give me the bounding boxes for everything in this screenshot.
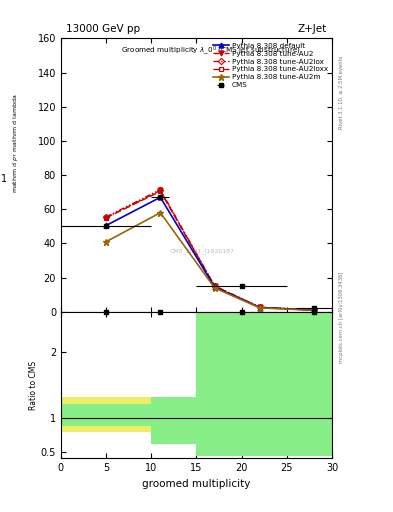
- Line: Pythia 8.308 tune-AU2loxx: Pythia 8.308 tune-AU2loxx: [104, 189, 316, 312]
- Y-axis label: $\mathrm{mathrm\ d}^2N$: $\mathrm{mathrm\ d}^2N$: [26, 170, 32, 180]
- Text: CMS_2021_I1920187: CMS_2021_I1920187: [169, 249, 234, 254]
- Line: Pythia 8.308 tune-AU2lox: Pythia 8.308 tune-AU2lox: [104, 187, 316, 312]
- Pythia 8.308 tune-AU2loxx: [104, 215, 108, 221]
- Pythia 8.308 default: [312, 307, 316, 313]
- Pythia 8.308 tune-AU2lox: [212, 283, 217, 289]
- Line: Pythia 8.308 tune-AU2: Pythia 8.308 tune-AU2: [104, 188, 316, 312]
- Pythia 8.308 default: [212, 284, 217, 290]
- Pythia 8.308 tune-AU2loxx: [158, 188, 163, 195]
- Text: 1: 1: [1, 174, 7, 184]
- Pythia 8.308 tune-AU2m: [312, 307, 316, 313]
- Text: Z+Jet: Z+Jet: [298, 24, 327, 34]
- Pythia 8.308 tune-AU2loxx: [212, 283, 217, 289]
- Pythia 8.308 default: [104, 222, 108, 228]
- Text: Groomed multiplicity $\lambda\_0^0$ (CMS jet substructure): Groomed multiplicity $\lambda\_0^0$ (CMS…: [121, 44, 300, 57]
- Pythia 8.308 tune-AU2: [257, 304, 262, 310]
- Legend: Pythia 8.308 default, Pythia 8.308 tune-AU2, Pythia 8.308 tune-AU2lox, Pythia 8.: Pythia 8.308 default, Pythia 8.308 tune-…: [212, 42, 329, 89]
- Text: mathrm d $p_{\mathrm{T}}$ mathrm d lambda: mathrm d $p_{\mathrm{T}}$ mathrm d lambd…: [11, 94, 20, 193]
- Y-axis label: Ratio to CMS: Ratio to CMS: [29, 360, 38, 410]
- Text: Rivet 3.1.10, ≥ 2.5M events: Rivet 3.1.10, ≥ 2.5M events: [339, 55, 344, 129]
- Pythia 8.308 tune-AU2m: [257, 305, 262, 311]
- Pythia 8.308 tune-AU2: [104, 215, 108, 221]
- Pythia 8.308 tune-AU2lox: [257, 304, 262, 310]
- Pythia 8.308 tune-AU2: [212, 283, 217, 289]
- Pythia 8.308 tune-AU2: [312, 307, 316, 313]
- X-axis label: groomed multiplicity: groomed multiplicity: [142, 479, 251, 488]
- Pythia 8.308 tune-AU2loxx: [312, 307, 316, 313]
- Line: Pythia 8.308 default: Pythia 8.308 default: [104, 195, 316, 312]
- Text: 13000 GeV pp: 13000 GeV pp: [66, 24, 140, 34]
- Pythia 8.308 tune-AU2lox: [312, 307, 316, 313]
- Pythia 8.308 tune-AU2m: [104, 239, 108, 245]
- Pythia 8.308 default: [257, 305, 262, 311]
- Pythia 8.308 tune-AU2m: [212, 285, 217, 291]
- Pythia 8.308 tune-AU2lox: [104, 214, 108, 220]
- Text: mcplots.cern.ch [arXiv:1306.3436]: mcplots.cern.ch [arXiv:1306.3436]: [339, 272, 344, 363]
- Pythia 8.308 tune-AU2m: [158, 209, 163, 216]
- Pythia 8.308 tune-AU2: [158, 187, 163, 194]
- Pythia 8.308 tune-AU2loxx: [257, 304, 262, 310]
- Pythia 8.308 default: [158, 194, 163, 200]
- Line: Pythia 8.308 tune-AU2m: Pythia 8.308 tune-AU2m: [103, 209, 317, 313]
- Pythia 8.308 tune-AU2lox: [158, 186, 163, 193]
